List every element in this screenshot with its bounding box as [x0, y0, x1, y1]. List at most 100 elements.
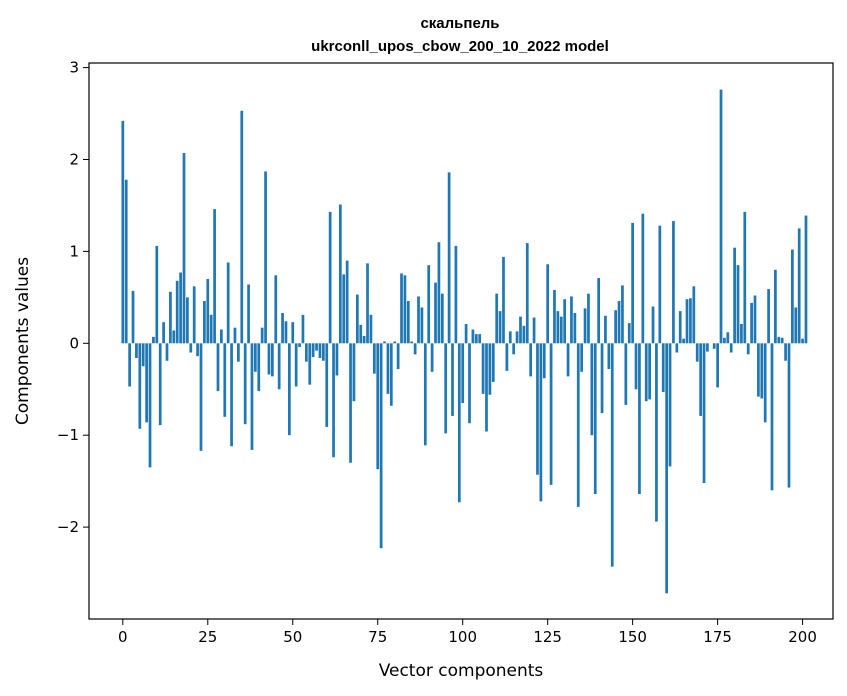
bar-185 — [750, 302, 753, 344]
bar-67 — [349, 343, 352, 463]
bar-60 — [325, 343, 329, 427]
bar-89 — [423, 343, 427, 446]
bar-70 — [359, 324, 363, 344]
bar-64 — [338, 204, 342, 344]
bar-147 — [621, 285, 624, 344]
bar-122 — [536, 343, 539, 475]
bar-96 — [447, 172, 451, 344]
bar-127 — [553, 290, 556, 344]
bar-50 — [291, 322, 295, 344]
bar-186 — [753, 295, 757, 344]
bar-2 — [128, 343, 131, 387]
bar-59 — [321, 343, 325, 361]
bar-154 — [644, 343, 648, 402]
bar-24 — [203, 301, 206, 344]
bar-136 — [583, 308, 587, 344]
bar-119 — [525, 243, 529, 344]
bar-98 — [454, 245, 458, 344]
bar-52 — [298, 343, 301, 347]
y-tick-label-0: 0 — [69, 334, 79, 352]
bar-144 — [610, 343, 614, 567]
bar-78 — [386, 343, 390, 394]
bar-46 — [277, 343, 281, 390]
bars-group — [121, 89, 808, 594]
bar-34 — [237, 343, 240, 362]
bar-107 — [485, 343, 488, 432]
bar-145 — [614, 310, 618, 344]
bar-114 — [508, 331, 512, 344]
x-tick-label-25: 25 — [198, 628, 217, 646]
bar-12 — [162, 322, 165, 344]
bar-51 — [294, 343, 298, 387]
bar-103 — [471, 329, 475, 344]
bar-183 — [743, 211, 747, 344]
bar-53 — [301, 314, 305, 344]
bar-38 — [250, 343, 254, 450]
bar-197 — [791, 249, 794, 344]
bar-71 — [362, 335, 366, 344]
bar-87 — [417, 296, 420, 344]
bar-109 — [491, 343, 495, 382]
bar-120 — [529, 343, 533, 377]
bar-128 — [556, 311, 560, 344]
x-tick-label-175: 175 — [703, 628, 732, 646]
x-tick-label-0: 0 — [118, 628, 128, 646]
bar-19 — [186, 297, 189, 344]
bar-3 — [131, 290, 135, 344]
bar-123 — [539, 343, 543, 502]
bar-125 — [546, 264, 550, 344]
bar-168 — [692, 286, 696, 344]
bar-39 — [254, 343, 257, 372]
bar-112 — [502, 256, 505, 344]
bar-90 — [427, 265, 431, 344]
bar-27 — [213, 209, 216, 344]
bar-82 — [400, 273, 403, 344]
bar-163 — [675, 343, 679, 353]
bar-159 — [661, 343, 665, 393]
bar-179 — [729, 343, 733, 353]
bar-115 — [512, 343, 516, 355]
bar-41 — [260, 327, 264, 344]
bar-151 — [634, 343, 638, 390]
bar-20 — [189, 343, 193, 353]
bar-6 — [141, 343, 145, 367]
bar-40 — [257, 343, 261, 392]
bar-68 — [352, 343, 356, 402]
bar-143 — [607, 343, 611, 370]
bar-54 — [304, 343, 308, 362]
bar-141 — [600, 343, 604, 414]
bar-95 — [444, 343, 448, 434]
bar-196 — [787, 343, 791, 488]
bar-138 — [590, 343, 594, 436]
bar-134 — [576, 343, 580, 507]
y-tick-label--2: −2 — [57, 518, 79, 536]
bar-165 — [682, 338, 685, 344]
bar-30 — [223, 343, 227, 417]
bar-44 — [271, 343, 274, 377]
bar-92 — [434, 282, 437, 344]
x-tick-label-200: 200 — [788, 628, 817, 646]
bar-188 — [760, 343, 764, 399]
bar-158 — [658, 225, 662, 344]
bar-15 — [172, 330, 176, 344]
chart-title: скальпель — [420, 15, 499, 32]
bar-191 — [770, 343, 774, 491]
bar-61 — [328, 211, 332, 344]
bar-106 — [481, 343, 485, 394]
bar-10 — [155, 245, 159, 344]
x-tick-label-100: 100 — [448, 628, 477, 646]
bar-47 — [281, 312, 284, 344]
bar-160 — [665, 343, 668, 594]
x-tick-label-150: 150 — [618, 628, 647, 646]
bar-69 — [355, 294, 359, 344]
bar-184 — [746, 343, 750, 355]
bar-72 — [366, 263, 369, 344]
bar-156 — [651, 306, 655, 344]
bar-8 — [148, 343, 152, 468]
bar-7 — [145, 343, 148, 423]
bar-43 — [267, 343, 271, 375]
bar-113 — [505, 343, 509, 371]
bar-32 — [230, 343, 233, 447]
bar-171 — [702, 343, 706, 483]
